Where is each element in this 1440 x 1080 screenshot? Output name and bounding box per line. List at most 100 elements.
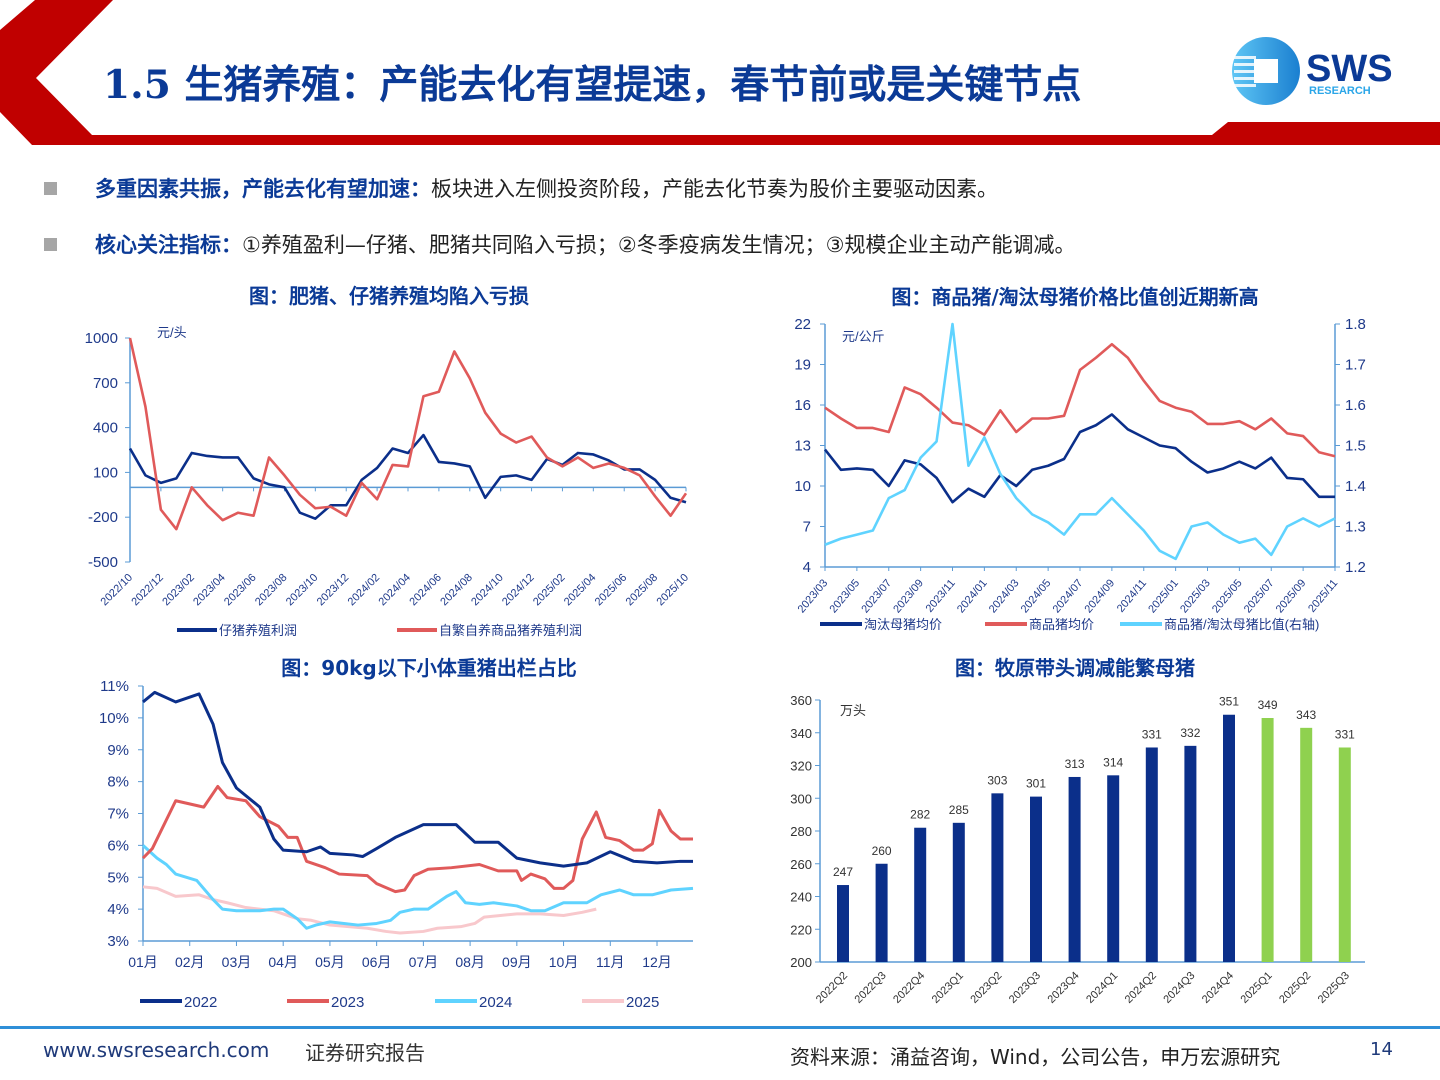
x-tick-label: 12月 <box>642 954 672 970</box>
x-tick-label: 2022Q4 <box>891 970 927 1006</box>
bar-2024Q4 <box>1223 714 1235 962</box>
x-tick-label: 2024/04 <box>377 572 414 609</box>
legend-label: 2022 <box>184 994 217 1011</box>
bar-2022Q2 <box>837 885 849 962</box>
x-tick-label: 2025/02 <box>531 572 568 609</box>
y-tick-label: 4 <box>803 559 811 576</box>
y-tick-label: -500 <box>88 554 118 571</box>
y-tick-label: 16 <box>794 397 811 414</box>
bar-2024Q3 <box>1184 745 1197 962</box>
x-tick-label: 2022Q3 <box>853 970 889 1006</box>
bar-2023Q1 <box>952 822 965 962</box>
x-tick-label: 2025Q2 <box>1277 970 1313 1006</box>
y-tick-label: 260 <box>790 857 812 872</box>
y2-tick-label: 1.6 <box>1345 397 1366 414</box>
bullet-1-text: 板块进入左侧投资阶段，产能去化节奏为股价主要驱动因素。 <box>431 177 998 201</box>
bar-2024Q1 <box>1107 775 1120 962</box>
y-tick-label: 9% <box>107 742 129 759</box>
bar-2023Q4 <box>1068 776 1081 962</box>
y2-tick-label: 1.4 <box>1345 478 1366 495</box>
legend-label: 2023 <box>331 994 364 1011</box>
data-label: 351 <box>1219 695 1239 709</box>
x-tick-label: 2025/09 <box>1274 577 1309 615</box>
x-tick-label: 2023Q2 <box>968 970 1004 1006</box>
chart-muyuan-sows: 360 340 320 300 280 260 240 220 200 万头 247 2022Q2 26… <box>790 693 1365 1006</box>
legend-label: 商品猪/淘汰母猪比值(右轴) <box>1164 617 1319 632</box>
y-tick-label: 7% <box>107 806 129 823</box>
legend-label: 淘汰母猪均价 <box>864 617 942 632</box>
x-tick-label: 2024/09 <box>1082 577 1117 615</box>
x-tick-label: 2025/08 <box>624 572 661 609</box>
series-line-2022 <box>142 690 693 868</box>
bullet-2-text: ①养殖盈利—仔猪、肥猪共同陷入亏损；②冬季疫病发生情况；③规模企业主动产能调减。 <box>242 233 1076 257</box>
x-tick-label: 2025Q1 <box>1239 970 1275 1006</box>
header-bar-right <box>1212 122 1440 135</box>
y-tick-label: 100 <box>93 464 118 481</box>
footer-divider <box>0 1026 1440 1029</box>
series-line-2 <box>824 342 1336 458</box>
x-tick-label: 01月 <box>128 954 158 970</box>
y2-tick-label: 1.5 <box>1345 438 1366 455</box>
x-tick-label: 04月 <box>268 954 298 970</box>
legend-label: 自繁自养商品猪养殖利润 <box>439 623 582 638</box>
x-tick-label: 2023/11 <box>924 577 958 615</box>
x-tick-label: 2024Q4 <box>1200 970 1236 1006</box>
unit-label: 元/公斤 <box>842 329 885 344</box>
y2-tick-label: 1.8 <box>1345 316 1366 333</box>
x-tick-label: 2023/06 <box>222 572 259 609</box>
x-tick-label: 2025/05 <box>1210 577 1245 615</box>
data-label: 247 <box>833 865 853 879</box>
chart-price-ratio: 22 19 16 13 10 7 4 1.8 1.7 1.6 1.5 1.4 1.3 1.2 2023/03… <box>794 316 1366 632</box>
y-tick-label: 11% <box>100 678 129 695</box>
y-tick-label: 300 <box>790 791 812 806</box>
bullet-1: 多重因素共振，产能去化有望加速：板块进入左侧投资阶段，产能去化节奏为股价主要驱动… <box>44 173 998 203</box>
y-tick-label: 200 <box>790 955 812 970</box>
y-tick-label: 13 <box>794 438 811 455</box>
x-tick-label: 2024/02 <box>346 572 383 609</box>
legend-label: 商品猪均价 <box>1029 617 1094 632</box>
chart-small-pig-share: 11% 10% 9% 8% 7% 6% 5% 4% 3% 01月 02月 03月 04月 05月 06月 07… <box>99 678 694 1011</box>
x-tick-label: 2023Q3 <box>1007 970 1043 1006</box>
bullet-2-heading: 核心关注指标： <box>95 233 242 257</box>
x-tick-label: 2024Q3 <box>1161 970 1197 1006</box>
data-label: 331 <box>1142 727 1162 741</box>
x-tick-label: 2024/10 <box>469 572 506 609</box>
y-tick-label: 700 <box>93 375 118 392</box>
x-tick-label: 2025/03 <box>1178 577 1213 615</box>
x-tick-label: 2022/10 <box>99 572 136 609</box>
data-label: 332 <box>1180 726 1200 740</box>
footer-website-link[interactable]: www.swsresearch.com <box>43 1038 270 1062</box>
x-tick-label: 2024/05 <box>1019 577 1054 615</box>
bar-2023Q3 <box>1030 796 1042 962</box>
bar-2025Q3 <box>1338 747 1351 962</box>
y-tick-label: 10% <box>99 710 129 727</box>
y-tick-label: 4% <box>107 901 129 918</box>
y2-tick-label: 1.7 <box>1345 357 1366 374</box>
x-tick-label: 2023/09 <box>891 577 926 615</box>
x-tick-label: 2024/08 <box>438 572 475 609</box>
data-label: 282 <box>910 808 930 822</box>
chart-3-title: 图：90kg以下小体重猪出栏占比 <box>281 656 577 680</box>
x-tick-label: 2023/10 <box>284 572 321 609</box>
x-tick-label: 02月 <box>175 954 205 970</box>
y-tick-label: 19 <box>794 357 811 374</box>
x-tick-label: 2024/03 <box>987 577 1022 615</box>
y-tick-label: 6% <box>107 837 129 854</box>
data-label: 303 <box>987 773 1007 787</box>
x-tick-label: 2024Q2 <box>1123 970 1159 1006</box>
page-number: 14 <box>1370 1039 1393 1060</box>
series-line-2 <box>128 337 688 531</box>
x-tick-label: 2024Q1 <box>1084 970 1120 1006</box>
x-tick-label: 2025/07 <box>1242 577 1277 615</box>
chart-4-title: 图：牧原带头调减能繁母猪 <box>955 656 1195 680</box>
x-tick-label: 2022Q2 <box>814 970 850 1006</box>
y2-tick-label: 1.3 <box>1345 519 1366 536</box>
bar-2025Q2 <box>1300 727 1313 962</box>
bullet-1-heading: 多重因素共振，产能去化有望加速： <box>95 177 431 201</box>
x-tick-label: 2023/12 <box>315 572 352 609</box>
y-tick-label: 400 <box>93 420 118 437</box>
footer-source: 资料来源：涌益咨询，Wind，公司公告，申万宏源研究 <box>790 1045 1281 1069</box>
x-tick-label: 2024/12 <box>500 572 537 609</box>
x-tick-label: 2023/05 <box>827 577 862 615</box>
x-tick-label: 2023/04 <box>191 572 228 609</box>
